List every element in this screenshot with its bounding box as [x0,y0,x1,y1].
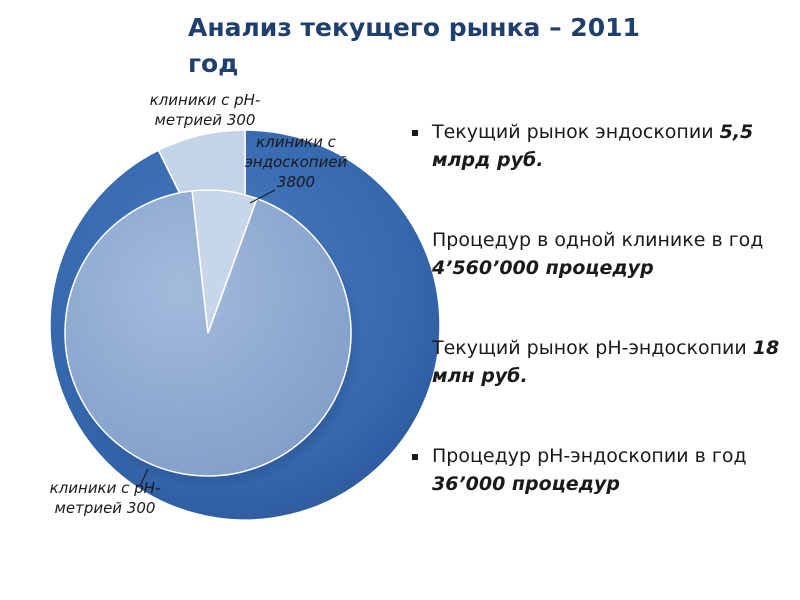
label-inner-ph: клиники с pH-метрией 300 [49,479,161,517]
bullet-marker-icon [412,454,418,460]
label-endoscopy: клиники с эндоскопией 3800 [244,133,348,191]
bullet-value: 4’560’000 процедур [432,257,654,279]
bullet-marker-icon [412,130,418,136]
pie-slice [191,189,258,334]
page-title: Анализ текущего рынка – 2011 год [188,13,640,78]
bullet-text: Текущий рынок pH-эндоскопии [432,337,753,359]
inner-pie [64,189,352,477]
bullet-item: Текущий рынок pH-эндоскопии 18 млн руб. [410,334,790,390]
bullet-item: Текущий рынок эндоскопии 5,5 млрд руб. [410,118,790,174]
bullet-text: Процедур pH-эндоскопии в год [432,445,747,467]
bullet-text: Процедур в одной клинике в год [432,229,764,251]
bullet-value: 36’000 процедур [432,473,621,495]
bullet-value: 18 млн руб. [432,337,780,387]
bullet-value: 5,5 млрд руб. [432,121,754,171]
bullet-text: Текущий рынок эндоскопии [432,121,720,143]
leader-line-endoscopy [249,189,276,204]
market-bullets: Текущий рынок эндоскопии 5,5 млрд руб. П… [410,118,790,498]
label-outer-ph: клиники с pH-метрией 300 [149,91,261,129]
bullet-item: Процедур в одной клинике в год 4’560’000… [410,226,790,282]
pie-slice [64,190,352,477]
bullet-item: Процедур pH-эндоскопии в год 36’000 проц… [410,442,790,498]
leader-line-ph [139,468,149,487]
